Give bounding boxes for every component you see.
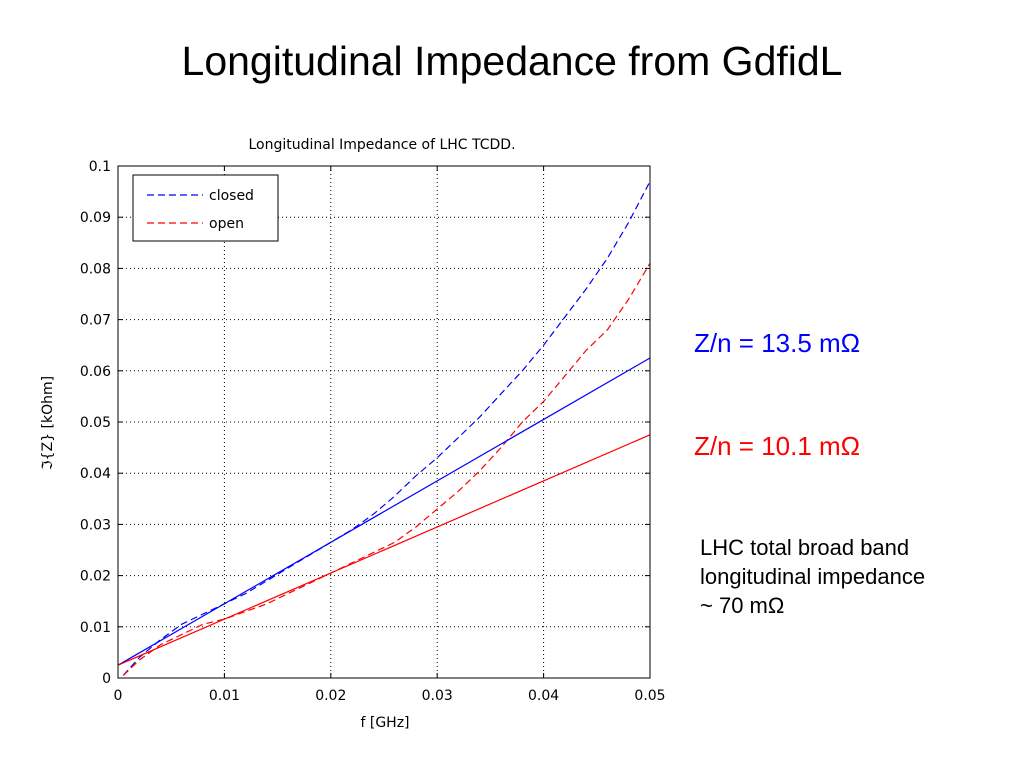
open-fit-line	[117, 434, 651, 666]
legend: closed open	[132, 174, 279, 242]
y-tick-label: 0.06	[80, 364, 111, 380]
x-axis-label: f [GHz]	[360, 715, 409, 731]
open-impedance-annotation: Z/n = 10.1 mΩ	[694, 431, 861, 461]
y-tick-label: 0.08	[80, 261, 111, 277]
x-tick-label: 0.03	[422, 688, 453, 704]
y-tick-label: 0.02	[80, 569, 111, 585]
y-tick-label: 0.07	[80, 313, 111, 329]
legend-label-closed: closed	[209, 188, 254, 204]
x-tick-label: 0.05	[634, 688, 665, 704]
slide-title: Longitudinal Impedance from GdfidL	[181, 38, 843, 84]
note-line: LHC total broad band	[700, 535, 910, 560]
y-tick-label: 0.01	[80, 620, 111, 636]
x-tick-label: 0.02	[315, 688, 346, 704]
y-axis-label: ℑ{Z} [kOhm]	[40, 376, 56, 470]
closed-impedance-annotation: Z/n = 13.5 mΩ	[694, 328, 861, 358]
y-tick-label: 0	[102, 671, 111, 687]
series-layer	[117, 181, 651, 676]
y-tick-label: 0.1	[89, 159, 111, 175]
x-tick-label: 0.01	[209, 688, 240, 704]
legend-box	[132, 174, 279, 242]
note-line: ~ 70 mΩ	[700, 593, 785, 618]
y-tick-label: 0.04	[80, 466, 111, 482]
x-tick-label: 0.04	[528, 688, 559, 704]
y-tick-label: 0.05	[80, 415, 111, 431]
y-tick-label: 0.03	[80, 517, 111, 533]
broadband-impedance-note: LHC total broad band longitudinal impeda…	[700, 533, 925, 620]
legend-label-open: open	[209, 216, 244, 232]
closed-fit-line	[117, 357, 651, 666]
series-open-line	[122, 262, 651, 676]
x-tick-label: 0	[114, 688, 123, 704]
chart-title: Longitudinal Impedance of LHC TCDD.	[248, 137, 515, 153]
series-closed-line	[122, 181, 651, 676]
y-tick-label: 0.09	[80, 210, 111, 226]
note-line: longitudinal impedance	[700, 564, 926, 589]
axis-ticks: 0 0.01 0.02 0.03 0.04 0.05 0 0.01 0.02 0.03 0.04 0.…	[80, 159, 666, 704]
